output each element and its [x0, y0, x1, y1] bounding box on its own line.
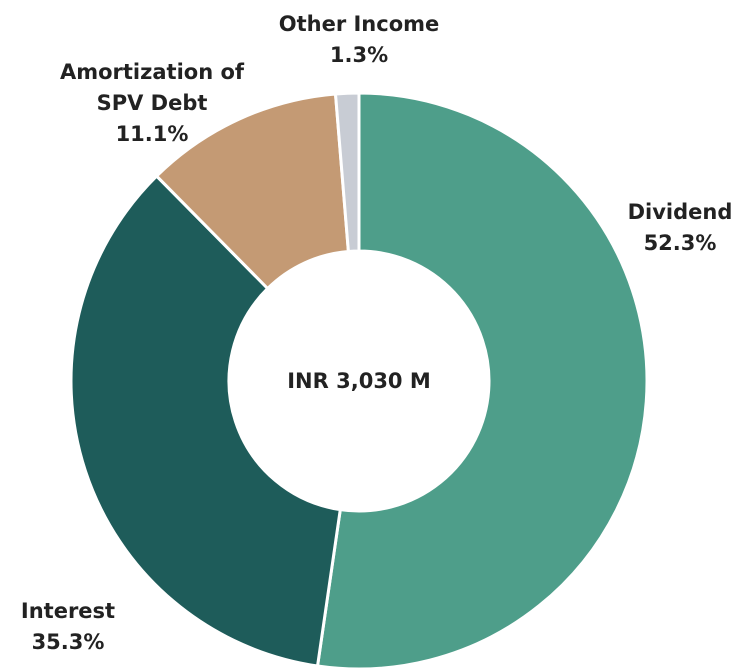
slice-label: Amortization of SPV Debt 11.1%: [60, 57, 244, 150]
category-label: Dividend: [627, 200, 733, 224]
category-label: Interest: [20, 599, 116, 623]
donut-slice: [154, 92, 351, 291]
donut-slice: [69, 173, 342, 668]
category-label: Other Income: [278, 12, 440, 36]
value-label: 11.1%: [115, 122, 189, 146]
value-label: 1.3%: [329, 43, 389, 67]
value-label: 52.3%: [643, 231, 717, 255]
slice-label: Other Income 1.3%: [279, 9, 440, 71]
slice-label: Dividend 52.3%: [628, 197, 733, 259]
center-label: INR 3,030 M: [287, 369, 431, 393]
slice-label: Interest 35.3%: [21, 596, 115, 658]
value-label: 35.3%: [31, 630, 105, 654]
category-label: Amortization of SPV Debt: [59, 60, 245, 115]
donut-slice: [333, 91, 361, 254]
donut-slice: [315, 91, 649, 671]
